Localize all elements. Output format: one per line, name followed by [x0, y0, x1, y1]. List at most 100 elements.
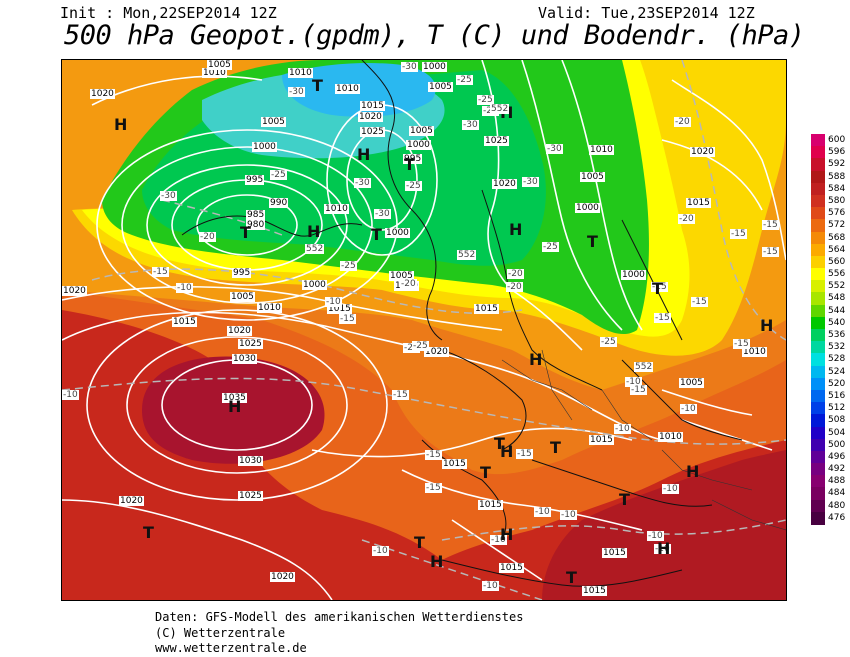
isobar-label: 1010: [202, 68, 227, 78]
colorbar-segment: [811, 170, 825, 184]
isobar-label: 1010: [589, 145, 614, 155]
colorbar-tick-label: 520: [828, 378, 846, 389]
colorbar-tick-label: 524: [828, 366, 846, 377]
colorbar-tick-label: 508: [828, 415, 846, 426]
colorbar-segment: [811, 207, 825, 220]
pressure-center-label: H: [509, 220, 523, 239]
weather-map: 1010 1005 1020 1010 1010 1000 1005 1005 1015 1020…: [61, 59, 787, 601]
isobar-label: 1025: [238, 491, 263, 501]
isobar-label: 1020: [62, 286, 87, 296]
isobar-label: 1020: [227, 326, 252, 336]
isotherm-label: -30: [401, 62, 418, 72]
map-canvas: [62, 60, 786, 600]
pressure-center-label: H: [430, 552, 444, 571]
isotherm-label: -25: [405, 181, 422, 191]
isobar-label: 995: [403, 154, 423, 164]
isotherm-label: -10: [647, 531, 664, 541]
isotherm-label: -15: [654, 313, 671, 323]
pressure-center-label: T: [652, 279, 663, 298]
pressure-center-label: H: [357, 145, 371, 164]
colorbar-tick-label: 584: [828, 183, 846, 194]
isobar-label: 1010: [658, 432, 683, 442]
isobar-label: 1010: [324, 204, 349, 214]
isobar-label: 980: [246, 220, 266, 230]
isobar-label: 1015: [172, 317, 197, 327]
isotherm-label: -10: [176, 283, 193, 293]
isobar-label: 1010: [335, 84, 360, 94]
colorbar-tick-label: 532: [828, 342, 846, 353]
isotherm-label: -15: [762, 247, 779, 257]
pressure-center-label: H: [500, 442, 514, 461]
colorbar-tick-label: 528: [828, 354, 846, 365]
pressure-center-label: T: [143, 523, 154, 542]
colorbar-segment: [811, 268, 825, 281]
isobar-label: 1005: [428, 82, 453, 92]
isotherm-label: -20: [506, 282, 523, 292]
colorbar-segment: [811, 280, 825, 293]
colorbar-tick-label: 564: [828, 244, 846, 255]
colorbar-segment: [811, 231, 825, 245]
borders: [501, 349, 786, 531]
isotherm-label: -20: [678, 214, 695, 224]
colorbar-segment: [811, 304, 825, 318]
colorbar-tick-label: 556: [828, 269, 846, 280]
isotherm-label: -10: [560, 510, 577, 520]
isobar-label: 1005: [207, 60, 232, 70]
isobar-label: 1020: [424, 347, 449, 357]
isobar-label: 1025: [238, 339, 263, 349]
field-darkred-high: [142, 356, 325, 464]
colorbar-segment: [811, 426, 825, 440]
isotherm-label: -15: [762, 220, 779, 230]
isobar-label: 1025: [484, 136, 509, 146]
isotherm-label: -30: [160, 191, 177, 201]
isobar-label: 1020: [492, 179, 517, 189]
coastlines: [181, 60, 743, 587]
colorbar-tick-label: 492: [828, 464, 846, 475]
isobar-label: 1000: [621, 270, 646, 280]
isobar-label: 1000: [302, 280, 327, 290]
isobar-label: 1030: [232, 354, 257, 364]
isotherm-label: -30: [374, 209, 391, 219]
colorbar-segment: [811, 243, 825, 257]
isotherm-label: -10: [62, 390, 79, 400]
isobar-label: 1030: [238, 456, 263, 466]
isotherm-label: -20: [507, 269, 524, 279]
colorbar-tick-label: 500: [828, 439, 846, 450]
isotherm-label: -25: [412, 341, 429, 351]
isotherm-label: -10: [680, 404, 697, 414]
pressure-center-label: T: [414, 533, 425, 552]
isotherm-label: -15: [516, 449, 533, 459]
isobar-label: 1005: [230, 292, 255, 302]
colorbar-segment: [811, 219, 825, 232]
contour-label: 552: [457, 250, 477, 260]
isobar-label: 1015: [602, 548, 627, 558]
isotherm-label: -25: [600, 337, 617, 347]
colorbar-tick-label: 516: [828, 390, 846, 401]
isobar-label: 1000: [385, 228, 410, 238]
map-title: 500 hPa Geopot.(gpdm), T (C) und Bodendr…: [64, 20, 805, 51]
colorbar-segment: [811, 450, 825, 464]
valid-time: Valid: Tue,23SEP2014 12Z: [538, 4, 755, 22]
isotherm-label: -15: [651, 282, 668, 292]
isobar-label: 1025: [360, 127, 385, 137]
isobar-label: 1005: [261, 117, 286, 127]
isobar-label: 995: [232, 268, 252, 278]
colorbar-tick-label: 568: [828, 232, 846, 243]
isotherm-label: -25: [477, 95, 494, 105]
isotherm-label: -15: [733, 339, 750, 349]
isotherm-label: -30: [354, 178, 371, 188]
isobar-label: 990: [269, 198, 289, 208]
isotherm-label: -20: [199, 232, 216, 242]
pressure-center-label: T: [371, 225, 382, 244]
isobar-label: 1020: [358, 112, 383, 122]
isotherm-label: -25: [340, 261, 357, 271]
isobar-label: 1010: [742, 347, 767, 357]
footer-copyright: (C) Wetterzentrale: [155, 626, 286, 640]
isotherm-label: -15: [425, 483, 442, 493]
isobar-label: 1020: [270, 572, 295, 582]
isotherm-label: -30: [288, 87, 305, 97]
isotherm-label: -10: [372, 546, 389, 556]
colorbar-segment: [811, 487, 825, 501]
isobar-label: 1005: [389, 271, 414, 281]
colorbar-tick-label: 600: [828, 135, 846, 145]
